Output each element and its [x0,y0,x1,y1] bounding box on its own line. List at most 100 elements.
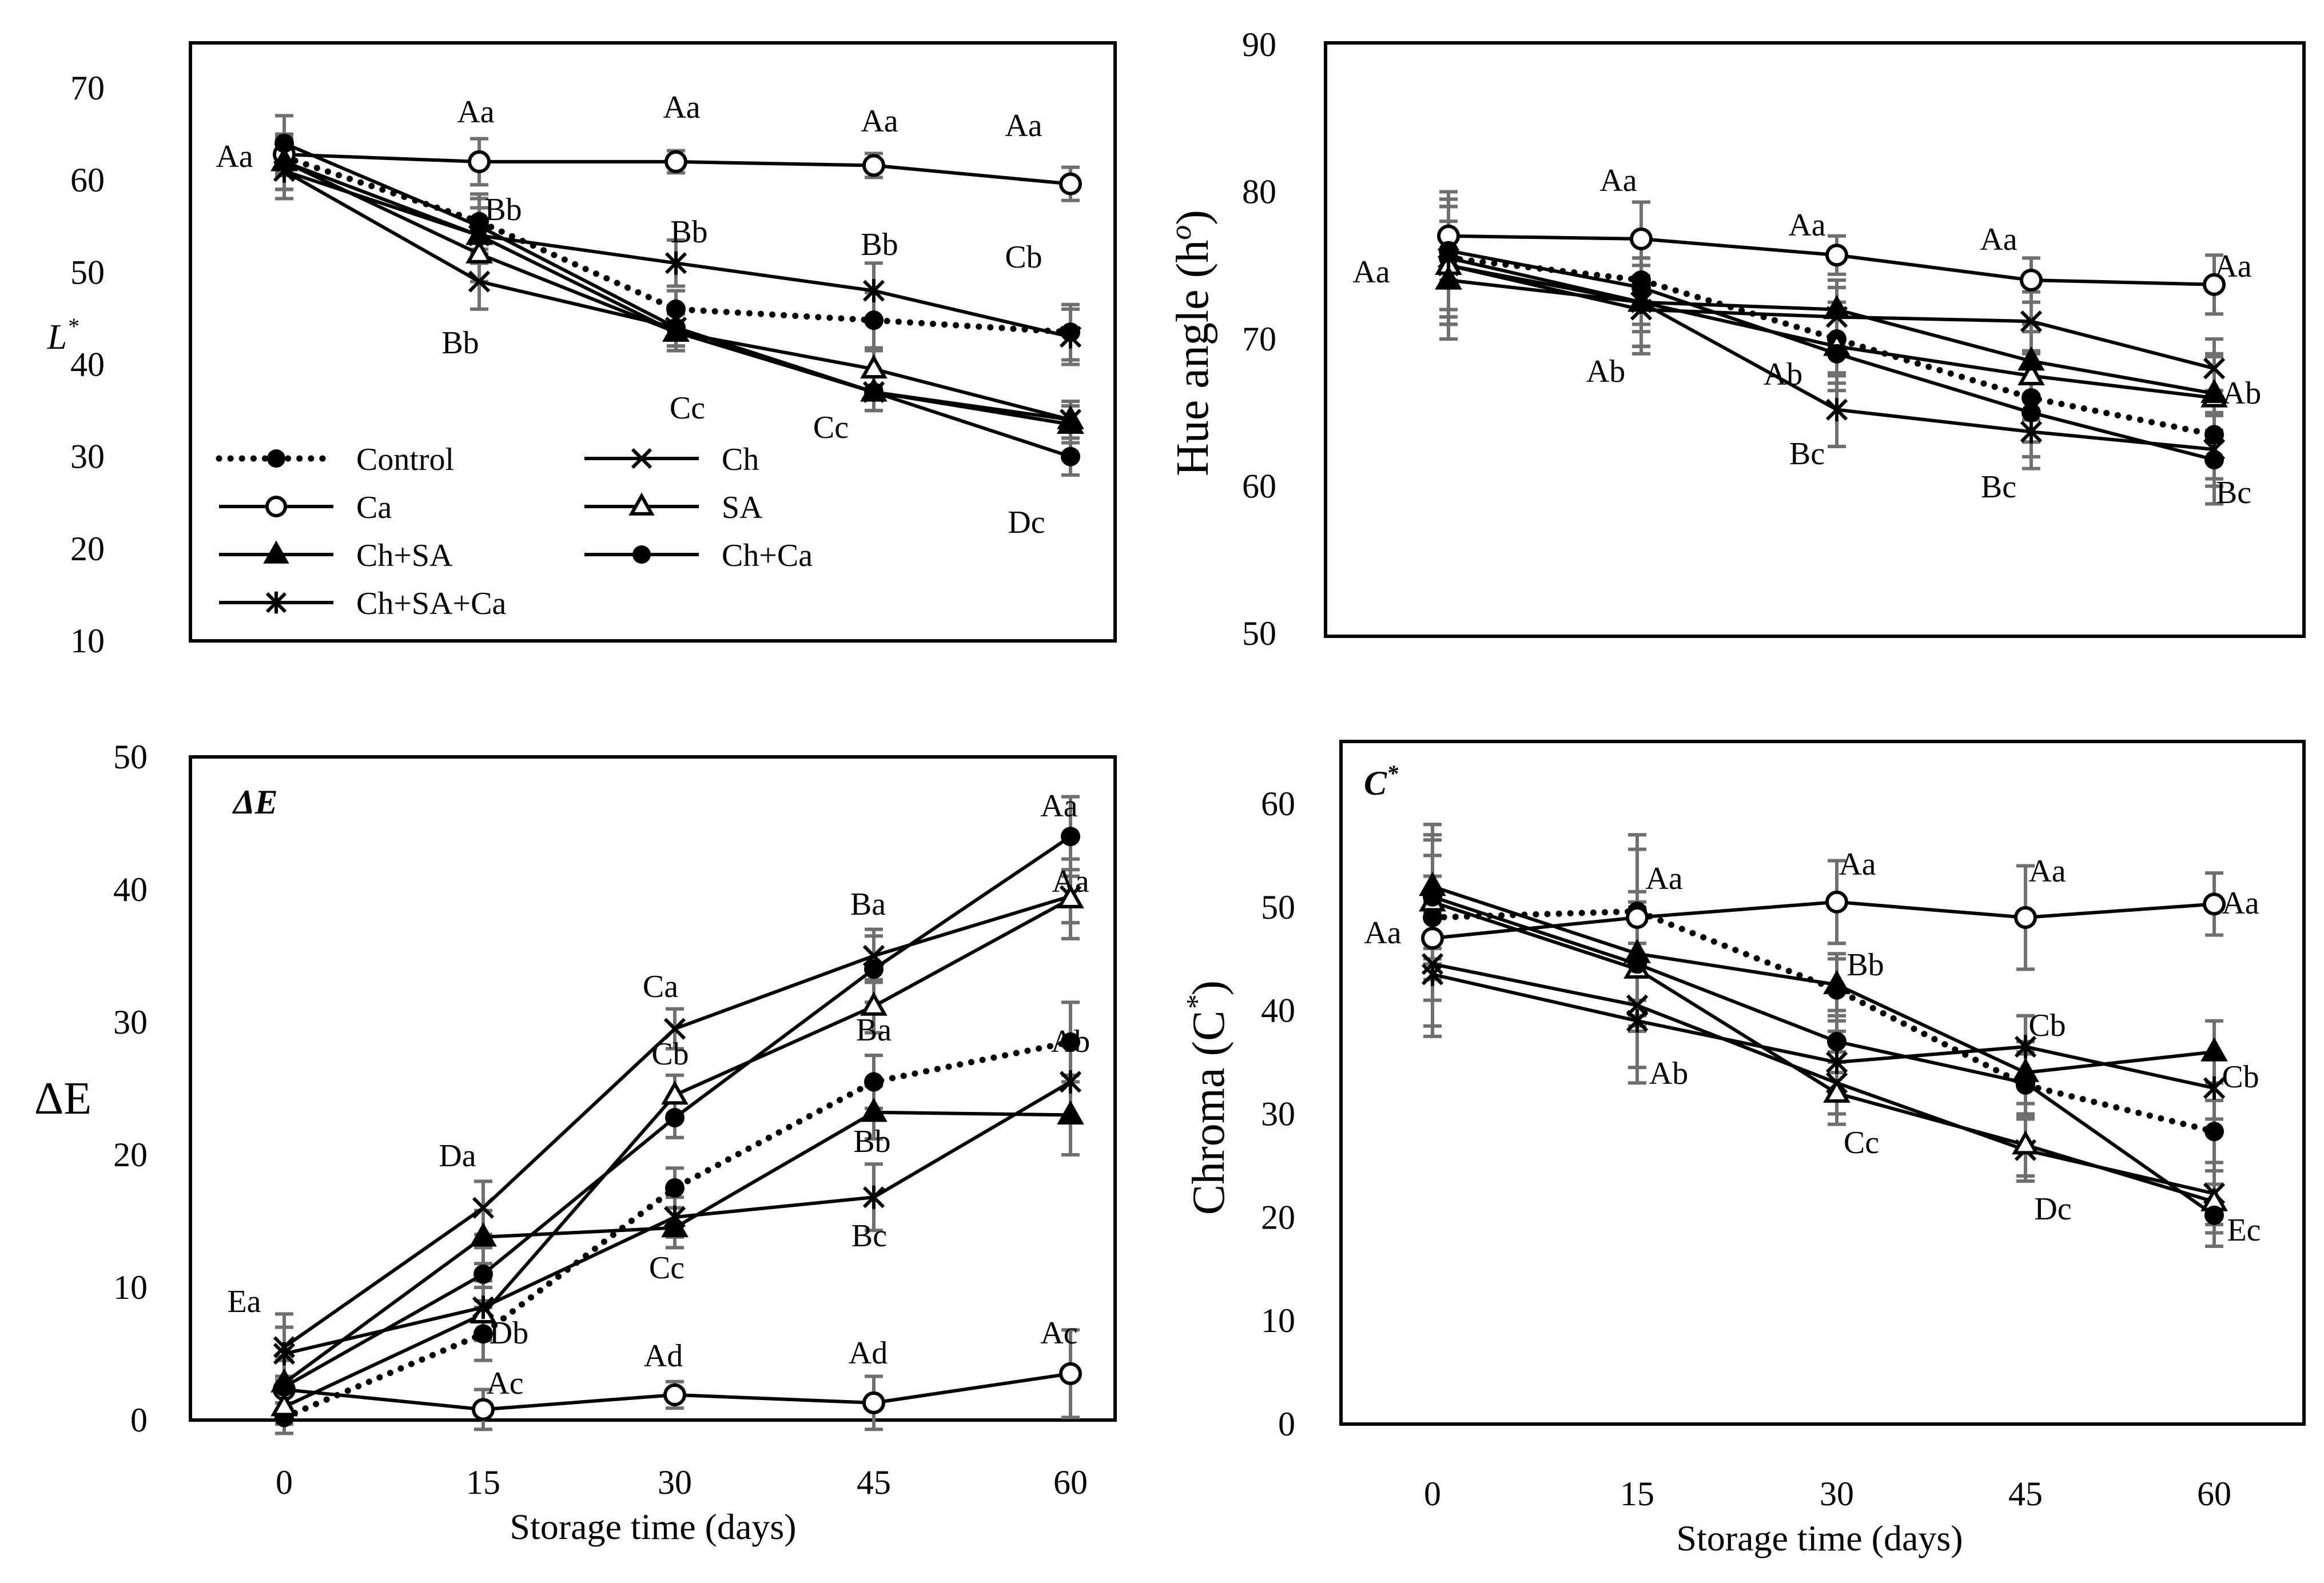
marker-open-triangle [2012,1130,2039,1155]
annotation: Ab [1586,354,1625,389]
y-tick-label: 70 [1242,320,1276,358]
marker-star [1421,962,1444,986]
marker-filled-circle [2016,1073,2035,1093]
y-tick-labels: 50 60 70 80 90 [1242,26,1276,652]
annotation: Ad [849,1335,888,1371]
y-tick-label: 20 [70,530,105,568]
annotation: Aa [1645,861,1682,896]
series-Ch+Ca [274,133,1080,466]
marker-filled-circle [274,133,294,153]
y-tick-label: 70 [70,69,105,107]
chart-marks [270,114,1084,477]
plot-frame [189,41,1117,643]
marker-filled-triangle [469,1222,497,1247]
marker-star [1630,290,1653,314]
marker-x [468,270,491,293]
series-Ch+Ca [1423,887,2224,1225]
marker-filled-circle [1061,1032,1080,1052]
series-Ch+SA+Ca [273,159,1082,349]
annotation: Aa [2028,854,2066,889]
annotation: Aa [1838,847,1876,882]
marker-filled-triangle [1823,294,1851,320]
marker-filled-triangle [2017,346,2045,371]
marker-open-circle [2014,906,2037,929]
series-line [1429,908,2218,1135]
series-Control [274,1032,1080,1428]
panel-title: C* [1364,760,1399,802]
annotation: Aa [1364,915,1401,951]
marker-star [862,279,885,302]
legend-item: SA [584,490,763,525]
marker-open-circle [468,150,491,173]
annotation: Aa [1788,208,1825,243]
chart-marks [1435,190,2228,506]
y-tick-label: 80 [1242,173,1276,211]
series-line [1432,900,2215,1204]
marker-star [862,1185,885,1209]
y-tick-label: 40 [113,871,148,908]
annotation: Bb [441,325,479,361]
annotation: Ca [643,969,678,1004]
annotation: Cb [651,1036,689,1072]
legend-label: Ch+SA [356,538,453,573]
marker-open-triangle [270,1392,298,1417]
annotation: Bb [670,214,707,250]
marker-filled-circle [1061,446,1080,466]
series-Ch+SA+Ca [1437,246,2226,461]
y-tick-label: 20 [1261,1198,1295,1236]
marker-filled-circle [1631,277,1651,297]
marker-x [1626,994,1649,1016]
marker-open-circle [862,154,885,177]
annotation: Ab [1051,1024,1090,1059]
series-Ch+Ca [274,827,1080,1397]
marker-star [472,1295,495,1319]
y-tick-label: 50 [70,253,105,291]
annotation: Aa [1040,788,1077,824]
series-Ch+SA [1435,265,2228,403]
y-tick-label: 60 [1261,785,1295,823]
y-tick-labels: 0 10 20 30 40 50 60 [1261,785,1295,1443]
annotation: Dc [2034,1191,2071,1227]
legend-item: Ch+SA [219,538,453,573]
series-Ca [1437,224,2226,296]
marker-filled-circle [2204,1205,2224,1225]
legend-label: Ch+SA+Ca [356,586,506,621]
marker-filled-circle [1827,1031,1847,1051]
y-tick-label: 30 [113,1003,148,1041]
annotation: Ec [2227,1213,2261,1248]
marker-star [2203,1076,2226,1100]
marker-open-circle [1626,906,1649,929]
marker-filled-circle [473,1324,493,1344]
x-tick-label: 0 [1424,1475,1441,1513]
annotation: Aa [1005,108,1042,143]
marker-x [2203,357,2226,380]
marker-star [2203,437,2226,461]
marker-open-circle [1421,927,1444,950]
legend-label: Ch+Ca [722,538,813,573]
marker-open-triangle [628,492,655,516]
marker-open-triangle [860,354,888,379]
annotation: Aa [1352,254,1390,290]
legend-label: Control [356,442,454,477]
marker-filled-circle [267,449,285,468]
y-tick-label: 30 [1261,1095,1295,1133]
marker-filled-circle [666,299,686,319]
x-tick-label: 30 [1820,1475,1854,1513]
x-tick-label: 15 [466,1464,500,1501]
annotation: Aa [216,139,253,174]
marker-filled-triangle [2200,1037,2228,1062]
marker-filled-triangle [2200,378,2228,403]
panel-delta-e: 0 10 20 30 40 50 0 15 30 45 60 ΔE ΔE Storage time… [34,738,1117,1547]
y-tick-label: 40 [70,346,105,384]
annotation: Aa [2214,249,2251,284]
marker-star [1437,246,1460,270]
marker-filled-circle [864,959,884,979]
marker-filled-circle [632,545,651,564]
marker-filled-circle [1827,344,1847,364]
y-tick-label: 90 [1242,26,1276,63]
legend-item: Ch+SA+Ca [219,586,506,621]
annotation: Ac [486,1366,523,1401]
series-Ca [1421,890,2226,950]
y-tick-label: 50 [1242,615,1276,652]
marker-filled-triangle [263,540,289,564]
